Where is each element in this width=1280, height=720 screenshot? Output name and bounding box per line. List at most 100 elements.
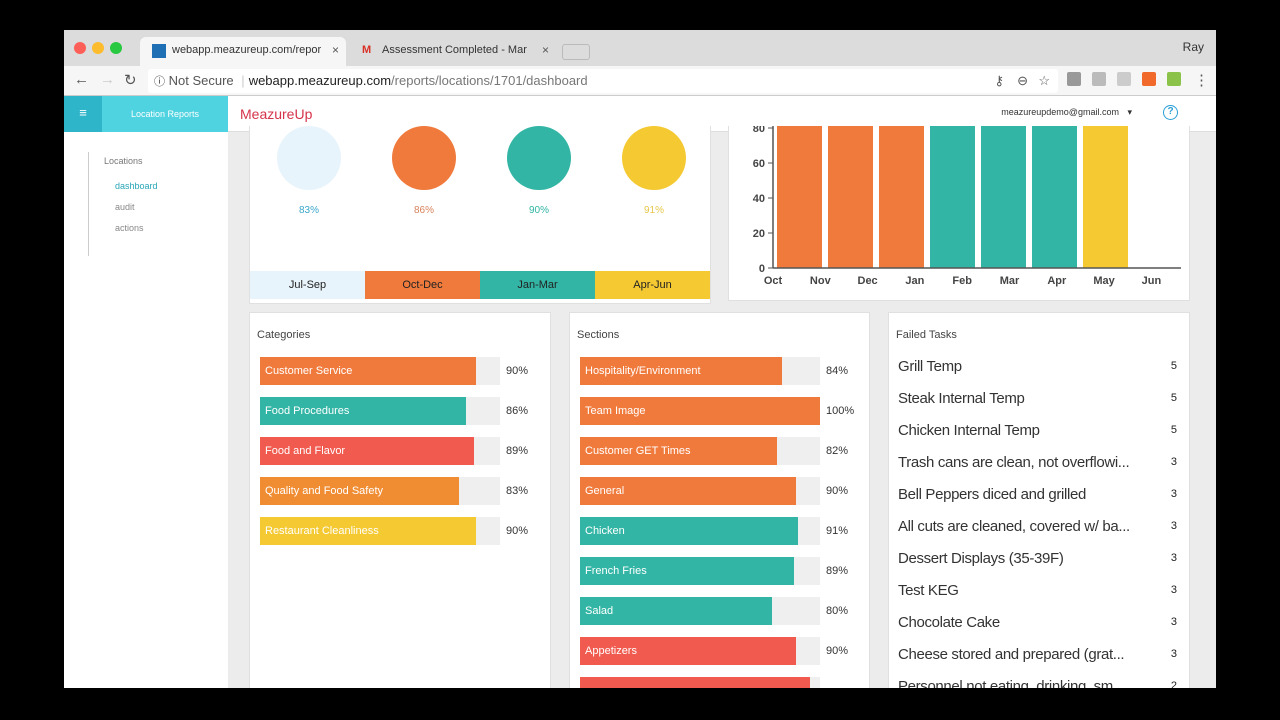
bar-fill: [580, 397, 820, 425]
quarter-score: 90%: [528, 205, 549, 216]
sidebar-item-actions[interactable]: actions: [115, 223, 144, 233]
failed-task-name: Cheese stored and prepared (grat...: [898, 645, 1125, 663]
failed-task-name: Personnel not eating, drinking, sm...: [898, 677, 1125, 689]
quarter-tab[interactable]: Jan-Mar: [480, 271, 595, 299]
divider: |: [241, 73, 245, 88]
failed-task-count: 3: [1170, 488, 1177, 500]
extension-icon[interactable]: [1067, 72, 1081, 86]
bookmark-star-icon[interactable]: ☆: [1038, 73, 1050, 88]
failed-task-row[interactable]: Bell Peppers diced and grilled 3: [898, 478, 1181, 510]
y-tick-label: 20: [753, 228, 765, 240]
bar-fill: [580, 357, 782, 385]
bar: [777, 126, 822, 268]
failed-task-row[interactable]: Test KEG 3: [898, 574, 1181, 606]
card-title: Sections: [577, 329, 620, 341]
divider: [88, 152, 89, 256]
failed-task-row[interactable]: Trash cans are clean, not overflowi... 3: [898, 446, 1181, 478]
x-tick-label: Jun: [1142, 275, 1162, 287]
tab-title: Assessment Completed - Mar: [382, 44, 527, 56]
sidebar-item-dashboard[interactable]: dashboard: [115, 181, 158, 191]
extension-icon[interactable]: [1167, 72, 1181, 86]
x-tick-label: Apr: [1047, 275, 1067, 287]
brand-logo[interactable]: MeazureUp: [240, 106, 313, 122]
new-tab-button[interactable]: [562, 44, 590, 60]
reload-icon[interactable]: ↻: [124, 72, 137, 89]
failed-task-row[interactable]: Steak Internal Temp 5: [898, 382, 1181, 414]
failed-tasks-card: Failed Tasks Grill Temp 5 Steak Internal T…: [888, 312, 1190, 688]
info-icon: ⓘ: [154, 76, 165, 88]
failed-task-count: 5: [1170, 392, 1177, 404]
key-icon[interactable]: ⚷: [994, 73, 1004, 88]
failed-task-name: Trash cans are clean, not overflowi...: [898, 453, 1130, 471]
x-tick-label: May: [1093, 275, 1115, 287]
extension-icon[interactable]: [1142, 72, 1156, 86]
card-title: Categories: [257, 329, 311, 341]
user-menu[interactable]: meazureupdemo@gmail.com ▾: [1001, 107, 1132, 118]
x-tick-label: Feb: [952, 275, 972, 287]
bar-value: 89%: [506, 445, 529, 457]
browser-menu-icon[interactable]: ⋮: [1194, 72, 1209, 89]
bar-label: Food Procedures: [265, 405, 350, 417]
failed-task-row[interactable]: Dessert Displays (35-39F) 3: [898, 542, 1181, 574]
bar-value: 91%: [826, 525, 849, 537]
help-icon[interactable]: ?: [1163, 105, 1178, 120]
failed-task-name: Chocolate Cake: [898, 613, 1000, 631]
failed-task-row[interactable]: Chocolate Cake 3: [898, 606, 1181, 638]
failed-task-row[interactable]: Grill Temp 5: [898, 350, 1181, 382]
bar-label: Restaurant Cleanliness: [265, 525, 379, 537]
bar-value: 90%: [826, 485, 849, 497]
y-tick-label: 60: [753, 158, 765, 170]
x-tick-label: Nov: [810, 275, 832, 287]
failed-task-row[interactable]: All cuts are cleaned, covered w/ ba... 3: [898, 510, 1181, 542]
quarter-score-circle: [507, 126, 571, 190]
failed-task-count: 3: [1170, 616, 1177, 628]
bar-label: Salad: [585, 605, 614, 617]
extension-icon[interactable]: [1092, 72, 1106, 86]
bar-label: Hospitality/Environment: [585, 365, 701, 377]
failed-task-row[interactable]: Cheese stored and prepared (grat... 3: [898, 638, 1181, 670]
bar-fill: [580, 637, 796, 665]
url-host: webapp.meazureup.com: [248, 73, 392, 88]
quarter-tab[interactable]: Jul-Sep: [250, 271, 365, 299]
close-tab-icon[interactable]: ×: [331, 43, 339, 57]
close-window-button[interactable]: [74, 42, 86, 54]
maximize-window-button[interactable]: [110, 42, 122, 54]
back-icon[interactable]: ←: [74, 71, 89, 88]
bar-value: 80%: [826, 605, 849, 617]
bar-fill: [260, 477, 460, 505]
bar-value: 100%: [826, 405, 855, 417]
failed-task-name: Bell Peppers diced and grilled: [898, 485, 1086, 503]
failed-task-count: 3: [1170, 552, 1177, 564]
address-bar[interactable]: ⓘ Not Secure | webapp.meazureup.com/repor…: [148, 69, 1058, 93]
failed-task-count: 3: [1170, 584, 1177, 596]
browser-tab[interactable]: M Assessment Completed - Mar ×: [350, 37, 556, 66]
profile-name[interactable]: Ray: [1182, 40, 1204, 54]
bar: [981, 126, 1026, 268]
browser-tab-active[interactable]: webapp.meazureup.com/repor ×: [140, 37, 346, 66]
forward-icon[interactable]: →: [100, 71, 115, 88]
menu-icon[interactable]: ≡: [64, 96, 102, 132]
sidebar-item-audit[interactable]: audit: [115, 202, 135, 212]
quarter-score: 83%: [298, 205, 319, 216]
extension-icon[interactable]: [1117, 72, 1131, 86]
failed-task-row[interactable]: Chicken Internal Temp 5: [898, 414, 1181, 446]
failed-tasks-list: Grill Temp 5 Steak Internal Temp 5 Chicken I…: [898, 350, 1181, 689]
bar-fill: [260, 397, 467, 425]
close-tab-icon[interactable]: ×: [541, 43, 549, 57]
failed-task-row[interactable]: Personnel not eating, drinking, sm... 2: [898, 670, 1181, 689]
gmail-favicon-icon: M: [362, 44, 372, 56]
bar-fill: [580, 517, 799, 545]
minimize-window-button[interactable]: [92, 42, 104, 54]
quarter-tab[interactable]: Oct-Dec: [365, 271, 480, 299]
failed-task-name: Dessert Displays (35-39F): [898, 549, 1064, 567]
monthly-chart-card: 0 20 40 60 80 Oct Nov Dec Jan Feb Mar Apr May Jun: [728, 126, 1190, 301]
zoom-icon[interactable]: ⊖: [1017, 73, 1028, 88]
caret-down-icon: ▾: [1127, 107, 1132, 117]
app: ≡ Location Reports MeazureUp meazureupde…: [64, 96, 1216, 688]
failed-task-name: Test KEG: [898, 581, 959, 599]
monthly-bar-chart: 0 20 40 60 80 Oct Nov Dec Jan Feb Mar Apr May Jun: [753, 126, 1181, 287]
y-tick-label: 40: [753, 193, 765, 205]
quarter-tab[interactable]: Apr-Jun: [595, 271, 710, 299]
location-reports-link[interactable]: Location Reports: [102, 96, 228, 132]
failed-task-name: All cuts are cleaned, covered w/ ba...: [898, 517, 1130, 535]
